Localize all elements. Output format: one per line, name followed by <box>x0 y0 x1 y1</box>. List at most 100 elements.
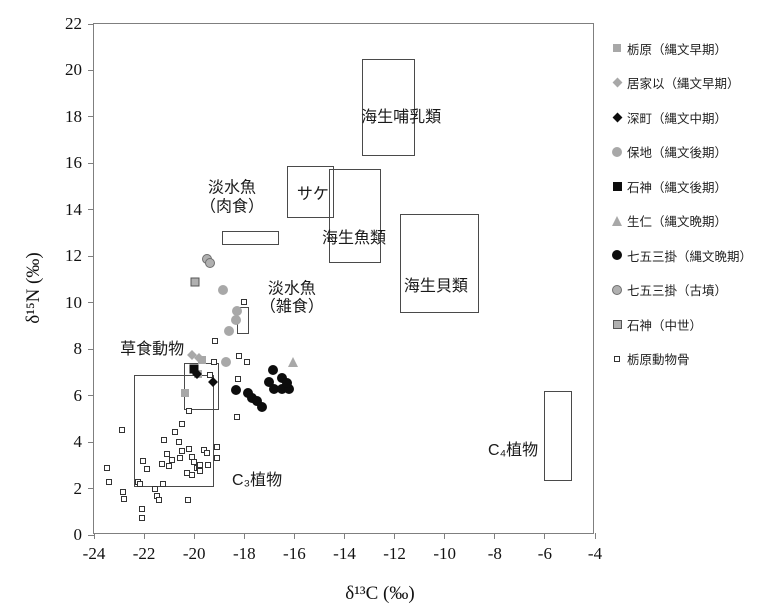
data-point <box>121 495 128 502</box>
data-point <box>203 449 210 456</box>
data-point <box>288 356 299 367</box>
y-axis-title: δ¹⁵N (‰) <box>23 252 44 324</box>
y-tick <box>88 488 94 490</box>
x-tick-label: -4 <box>587 544 603 563</box>
data-point <box>184 497 191 504</box>
circle-gray-marker-icon <box>612 146 622 157</box>
data-point <box>213 443 220 450</box>
data-point <box>186 407 193 414</box>
region-label: 淡水魚 （肉食） <box>200 180 264 217</box>
y-tick <box>88 116 94 118</box>
data-point <box>224 325 235 336</box>
legend-item: 深町（縄文中期） <box>610 110 752 126</box>
circle-black-marker-icon <box>612 250 622 260</box>
data-point <box>256 402 267 413</box>
region-box <box>399 214 479 314</box>
diamond-black-marker-icon <box>612 112 622 122</box>
legend: 栃原（縄文早期） 居家以（縄文早期） 深町（縄文中期） 保地（縄文後期） 石神（縄文後期… <box>610 41 752 367</box>
x-tick-label: -20 <box>182 544 206 563</box>
legend-item: 栃原（縄文早期） <box>610 41 752 57</box>
x-tick-label: -12 <box>383 544 406 563</box>
y-tick <box>88 441 94 443</box>
data-point <box>251 396 262 407</box>
x-tick-label: -10 <box>433 544 457 563</box>
square-gray-outlined-marker-icon <box>610 317 624 331</box>
x-tick <box>293 533 295 539</box>
x-tick <box>93 533 95 539</box>
legend-item-label: 居家以（縄文早期） <box>627 77 740 91</box>
x-tick <box>394 533 396 539</box>
square-black-marker-icon <box>612 181 622 191</box>
data-point <box>186 446 193 453</box>
data-point <box>243 358 250 365</box>
diamond-gray-marker-icon <box>612 77 622 88</box>
data-point <box>178 420 185 427</box>
y-tick-label: 6 <box>73 385 83 405</box>
region-label: C₃植物 <box>232 472 282 490</box>
data-point <box>188 471 195 478</box>
region-box <box>134 374 215 488</box>
y-tick-label: 10 <box>65 292 82 312</box>
x-tick <box>594 533 596 539</box>
data-point <box>204 462 211 469</box>
y-tick-label: 14 <box>65 199 82 219</box>
region-label: C₄植物 <box>488 442 538 460</box>
legend-item: 栃原動物骨 <box>610 352 752 367</box>
data-point <box>218 284 228 295</box>
data-point <box>281 377 292 388</box>
legend-item-label: 保地（縄文後期） <box>627 146 728 160</box>
x-tick-label: -6 <box>537 544 552 563</box>
data-point <box>230 384 241 395</box>
y-tick-label: 12 <box>65 246 82 266</box>
region-label-line: C₃植物 <box>232 471 283 489</box>
data-point <box>231 305 242 316</box>
square-black-marker-icon <box>610 179 624 193</box>
data-point <box>106 478 113 485</box>
data-point <box>211 358 218 365</box>
x-tick <box>243 533 245 539</box>
region-label-line: C₄植物 <box>488 442 539 460</box>
legend-item: 生仁（縄文晩期） <box>610 214 752 229</box>
data-point <box>152 485 159 492</box>
data-point <box>161 436 168 443</box>
region-label-line: 海生哺乳類 <box>361 108 442 126</box>
data-point <box>236 353 243 360</box>
y-tick <box>88 534 94 536</box>
circle-gray-marker-icon <box>610 145 624 159</box>
data-point <box>207 371 214 378</box>
y-tick-label: 22 <box>65 14 82 33</box>
y-tick <box>88 23 94 25</box>
x-tick-label: -14 <box>333 544 356 563</box>
region-label-line: （雑食） <box>259 299 324 316</box>
data-point <box>138 506 145 513</box>
region-label-line: サケ <box>296 185 329 203</box>
legend-item-label: 深町（縄文中期） <box>627 111 728 126</box>
region-label-line: （肉食） <box>200 198 265 216</box>
data-point <box>163 450 170 457</box>
triangle-gray-marker-icon <box>612 215 622 226</box>
data-point <box>138 514 145 521</box>
data-point <box>241 298 248 305</box>
data-point <box>143 465 150 472</box>
data-point <box>159 480 166 487</box>
x-tick <box>344 533 345 539</box>
region-label: 海生魚類 <box>322 230 386 248</box>
y-tick <box>88 395 94 397</box>
legend-item-label: 生仁（縄文晩期） <box>627 215 728 229</box>
data-point <box>176 439 183 446</box>
legend-item: 居家以（縄文早期） <box>610 76 752 91</box>
data-point <box>213 455 220 462</box>
y-tick <box>88 348 94 350</box>
square-gray-marker-icon <box>613 44 621 52</box>
region-label: 草食動物 <box>120 341 184 359</box>
region-label-line: 海生魚類 <box>322 229 387 247</box>
data-point <box>190 277 200 287</box>
diamond-black-marker-icon <box>610 110 624 124</box>
region-box <box>543 390 573 481</box>
square-gray-outlined-marker-icon <box>612 319 622 329</box>
legend-item-label: 石神（中世） <box>627 318 703 333</box>
legend-item-label: 栃原（縄文早期） <box>627 42 728 57</box>
x-tick <box>494 533 496 539</box>
data-point <box>220 356 231 367</box>
